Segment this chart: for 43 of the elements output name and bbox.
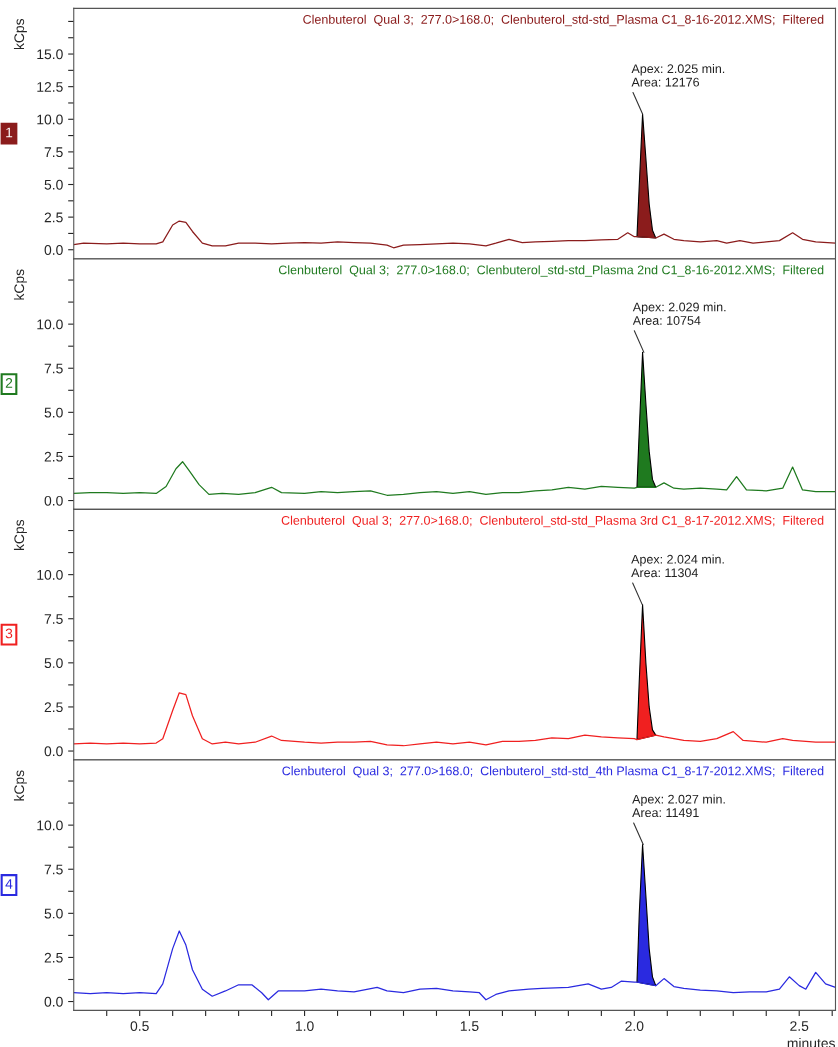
y-tick-label: 15.0 <box>37 49 63 60</box>
y-tick-label: 7.5 <box>44 864 63 875</box>
text: 4 <box>5 879 13 889</box>
y-axis-title: kCps <box>13 18 27 50</box>
y-tick-label: 7.5 <box>44 363 63 374</box>
y-tick-label: 2.5 <box>44 212 63 223</box>
y-tick-label: 5.0 <box>44 658 63 669</box>
y-axis-title: kCps <box>13 770 27 801</box>
y-tick-label: 10.0 <box>37 820 63 831</box>
chart-title: Clenbuterol Qual 3; 277.0>168.0; Clenbuterol_std-std_Plasma C1_8-16-2012.XMS; Filtered <box>303 14 824 27</box>
y-tick-label: 0.0 <box>44 996 63 1007</box>
x-tick-label: 2.5 <box>790 1021 809 1031</box>
annotation: Apex: 2.029 min. Area: 10754 <box>632 302 726 325</box>
text: 3 <box>5 628 13 639</box>
chart-title: Clenbuterol Qual 3; 277.0>168.0; Clenbuterol_std-std_Plasma 2nd C1_8-16-2012.XMS; Filtered <box>278 265 824 277</box>
y-tick-label: 7.5 <box>44 147 63 158</box>
x-tick-label: 1.0 <box>295 1021 314 1031</box>
y-tick-label: 2.5 <box>44 451 63 462</box>
y-tick-label: 5.0 <box>44 407 63 418</box>
y-tick-label: 0.0 <box>44 746 63 757</box>
chart-title: Clenbuterol Qual 3; 277.0>168.0; Clenbuterol_std-std_4th Plasma C1_8-17-2012.XMS; Filtered <box>282 766 824 778</box>
text: 2 <box>5 378 13 388</box>
annotation: Apex: 2.027 min. Area: 11491 <box>632 794 725 818</box>
y-tick-label: 12.5 <box>37 81 63 92</box>
y-axis-title: kCps <box>13 269 27 300</box>
y-tick-label: 10.0 <box>37 114 63 125</box>
y-tick-label: 5.0 <box>44 908 63 919</box>
annotation: Apex: 2.024 min. Area: 11304 <box>631 554 724 578</box>
text: 1 <box>6 127 13 138</box>
y-tick-label: 7.5 <box>44 614 63 624</box>
y-tick-label: 0.0 <box>44 495 63 506</box>
y-tick-label: 0.0 <box>44 245 63 255</box>
y-tick-label: 5.0 <box>44 179 63 190</box>
y-tick-label: 10.0 <box>37 569 63 580</box>
chart-title: Clenbuterol Qual 3; 277.0>168.0; Clenbuterol_std-std_Plasma 3rd C1_8-17-2012.XMS; Filtered <box>281 515 824 528</box>
annotation: Apex: 2.025 min. Area: 12176 <box>631 63 725 87</box>
y-axis-title: kCps <box>13 519 27 551</box>
y-tick-label: 10.0 <box>37 319 63 330</box>
y-tick-label: 2.5 <box>44 952 63 963</box>
x-tick-label: 1.5 <box>460 1021 479 1031</box>
y-tick-label: 2.5 <box>44 702 63 713</box>
x-tick-label: 2.0 <box>625 1021 644 1031</box>
x-tick-label: 0.5 <box>130 1021 149 1031</box>
